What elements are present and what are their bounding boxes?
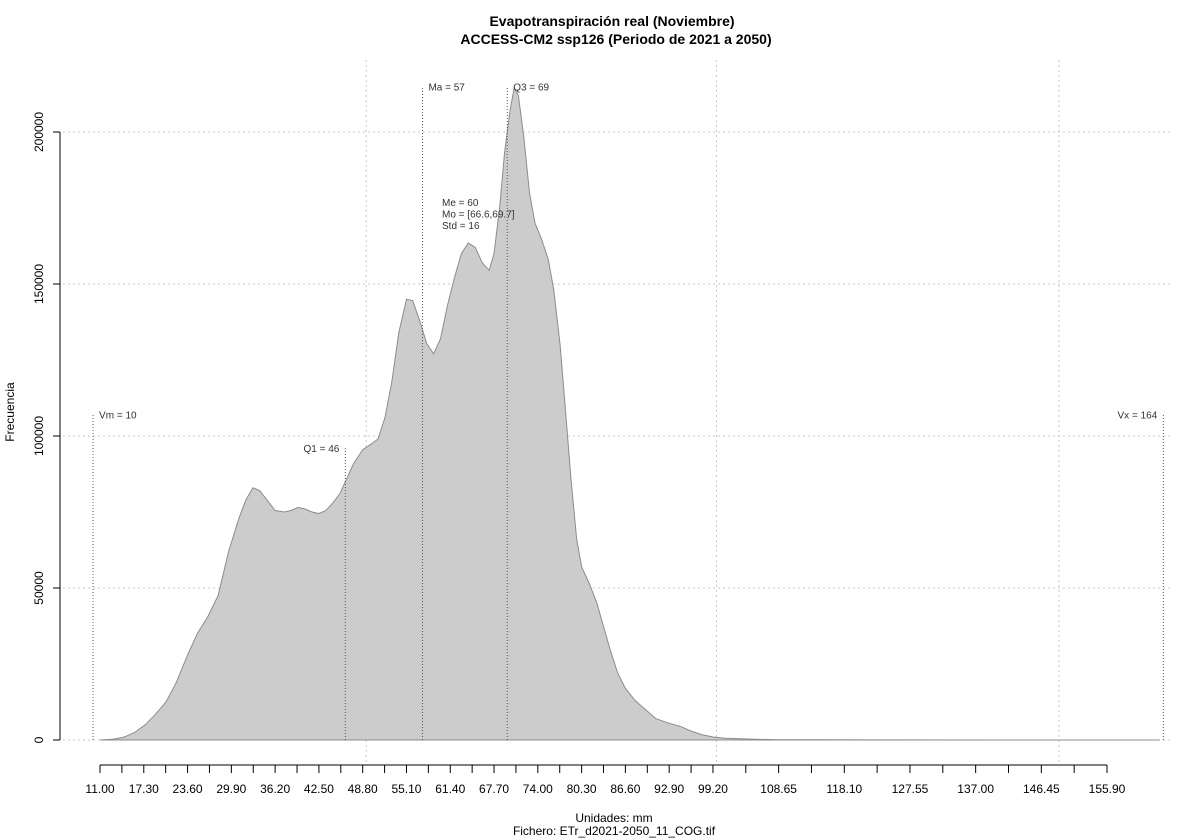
x-tick-label: 99.20: [698, 782, 728, 796]
chart-subtitle: ACCESS-CM2 ssp126 (Periodo de 2021 a 205…: [460, 31, 771, 47]
stat-marker-label: Vx = 164: [1118, 411, 1158, 422]
stat-line: Std = 16: [442, 221, 480, 232]
stat-line: Mo = [66.6,69.7]: [442, 210, 515, 221]
x-tick-label: 137.00: [957, 782, 994, 796]
x-tick-label: 86.60: [610, 782, 640, 796]
x-tick-label: 80.30: [567, 782, 597, 796]
stat-marker-label: Q1 = 46: [303, 444, 339, 455]
y-axis: 0 50000 100000 150000 200000: [32, 112, 61, 743]
stat-marker-label: Vm = 10: [99, 411, 137, 422]
x-tick-label: 92.90: [654, 782, 684, 796]
stat-markers: Vm = 10 Q1 = 46 Ma = 57 Q3 = 69 Vx = 164: [92, 82, 1164, 740]
x-tick-label: 55.10: [391, 782, 421, 796]
x-tick-label: 42.50: [304, 782, 334, 796]
x-tick-label: 48.80: [348, 782, 378, 796]
y-tick-label: 150000: [32, 264, 46, 304]
y-tick-label: 0: [32, 736, 46, 743]
file-caption: Fichero: ETr_d2021-2050_11_COG.tif: [513, 824, 716, 838]
x-tick-label: 17.30: [129, 782, 159, 796]
x-tick-label: 127.55: [892, 782, 929, 796]
x-tick-label: 146.45: [1023, 782, 1060, 796]
x-tick-label: 29.90: [216, 782, 246, 796]
x-tick-label: 67.70: [479, 782, 509, 796]
x-tick-label: 11.00: [85, 782, 114, 796]
x-tick-label: 155.90: [1089, 782, 1126, 796]
x-tick-label: 36.20: [260, 782, 290, 796]
stat-line: Me = 60: [442, 198, 479, 209]
x-tick-label: 74.00: [523, 782, 553, 796]
y-tick-label: 200000: [32, 112, 46, 152]
density-area: [99, 86, 1160, 741]
y-tick-label: 100000: [32, 416, 46, 456]
y-tick-label: 50000: [32, 571, 46, 605]
chart-title: Evapotranspiración real (Noviembre): [489, 13, 734, 29]
x-axis: 11.00 17.30 23.60 29.90 36.20 42.50 48.80 55.10…: [85, 764, 1126, 796]
x-tick-label: 108.65: [760, 782, 797, 796]
y-axis-title: Frecuencia: [3, 382, 17, 442]
x-tick-label: 23.60: [173, 782, 203, 796]
stat-marker-label: Q3 = 69: [513, 82, 549, 93]
x-tick-label: 61.40: [435, 782, 465, 796]
x-tick-label: 118.10: [826, 782, 862, 796]
x-axis-title: Unidades: mm: [575, 811, 652, 825]
stat-marker-label: Ma = 57: [428, 82, 465, 93]
